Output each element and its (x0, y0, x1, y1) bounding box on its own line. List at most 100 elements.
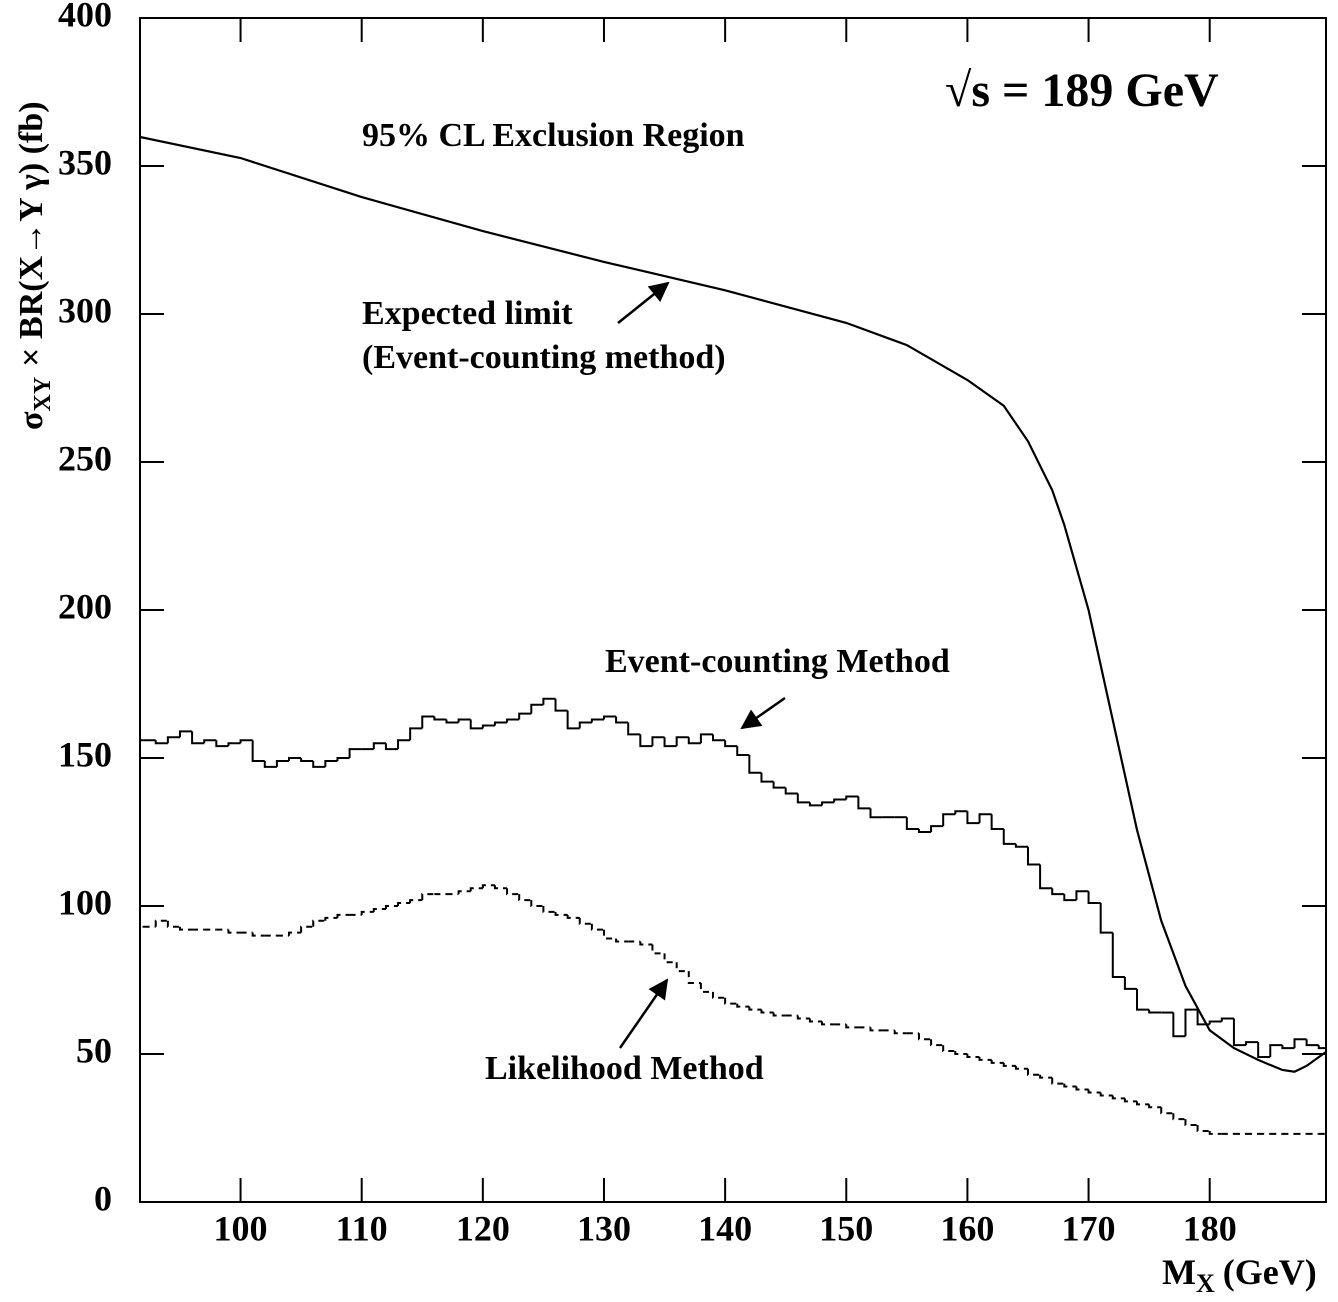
histogram-step (615, 938, 629, 943)
histogram-step (421, 893, 435, 901)
histogram-step (1014, 1065, 1028, 1070)
arrow (618, 978, 669, 1049)
histogram-step (784, 787, 798, 795)
histogram-step (1063, 894, 1077, 902)
histogram-step (178, 730, 193, 738)
histogram-step (191, 731, 205, 745)
title: 95% CL Exclusion Region (362, 117, 745, 154)
histogram-step (566, 710, 580, 730)
histogram-step (699, 733, 714, 744)
histogram-step (1220, 1017, 1234, 1022)
histogram-step (384, 743, 399, 751)
histogram-step (966, 811, 980, 825)
histogram-step (1123, 977, 1138, 990)
histogram-step (724, 740, 738, 748)
histogram-step (1099, 903, 1113, 934)
histogram-step (154, 740, 168, 745)
y-tick-label: 150 (58, 734, 112, 774)
histogram-step (566, 914, 580, 919)
histogram-step (1232, 1018, 1247, 1047)
histogram-step (954, 810, 968, 815)
histogram-step (1148, 1104, 1162, 1109)
histogram-step (942, 1045, 956, 1053)
histogram-step (857, 796, 871, 810)
histogram-step (166, 736, 180, 744)
histogram-step (954, 1051, 968, 1055)
histogram-step (397, 902, 411, 906)
histogram-step (433, 716, 447, 721)
histogram-step (288, 757, 302, 761)
histogram-step (602, 929, 617, 940)
x-axis-label: MX (GeV) (1162, 1252, 1317, 1298)
histogram-step (251, 932, 265, 937)
histogram-step (772, 781, 786, 789)
histogram-step (1136, 988, 1150, 1011)
histogram-step (699, 982, 714, 993)
histogram-step (712, 991, 726, 999)
histogram-step (736, 746, 750, 757)
histogram-step (821, 801, 835, 806)
histogram-step (239, 739, 253, 744)
histogram-step (1111, 1095, 1125, 1100)
histogram-step (1257, 1042, 1271, 1058)
histogram-step (1281, 1045, 1295, 1050)
histogram-step (154, 919, 168, 927)
histogram-step (1196, 1125, 1210, 1132)
histogram-step (845, 1024, 859, 1029)
histogram-step (372, 742, 386, 750)
histogram-step (1184, 1119, 1198, 1127)
histogram-step (372, 907, 386, 912)
histogram-step (288, 931, 302, 936)
histogram-step (639, 941, 653, 946)
histogram-step (1075, 1086, 1089, 1091)
histogram-step (930, 1039, 944, 1047)
histogram-step (203, 739, 217, 744)
annotation: Likelihood Method (485, 1050, 764, 1087)
histogram-step (300, 758, 314, 762)
histogram-step (397, 739, 411, 750)
histogram-step (312, 760, 326, 768)
histogram-step (675, 736, 689, 747)
histogram-step (833, 798, 847, 803)
histogram-step (178, 926, 193, 931)
histogram-step (1317, 1045, 1326, 1050)
histogram-step (542, 906, 556, 913)
histogram-step (542, 697, 556, 705)
histogram-step (1002, 1062, 1016, 1067)
annotation: (Event-counting method) (362, 339, 726, 376)
y-tick-label: 100 (58, 882, 112, 922)
histogram-step (1051, 888, 1065, 896)
histogram-step (748, 755, 762, 774)
x-tick-label: 170 (1062, 1208, 1116, 1248)
histogram-step (869, 808, 883, 819)
histogram-step (554, 911, 568, 916)
histogram-step (324, 916, 338, 921)
histogram-step (821, 1021, 835, 1026)
histogram-step (409, 899, 423, 904)
x-tick-label: 100 (214, 1208, 268, 1248)
histogram-step (1245, 1041, 1259, 1046)
histogram-step (663, 953, 677, 964)
histogram-step (905, 817, 919, 831)
histogram-step (1160, 1107, 1174, 1115)
histogram-step (348, 748, 362, 758)
histogram-step (1075, 890, 1089, 901)
histogram-step (1087, 1089, 1101, 1094)
histogram-step (1111, 932, 1125, 979)
histogram-step (493, 721, 508, 726)
histogram-step (215, 740, 229, 748)
histogram-step (227, 929, 241, 934)
histogram-step (1172, 1012, 1186, 1038)
histogram-step (166, 920, 180, 928)
histogram-step (518, 712, 532, 720)
histogram-step (1172, 1113, 1186, 1121)
histogram-step (917, 1033, 932, 1041)
histogram-step (808, 1018, 823, 1023)
histogram-step (942, 813, 956, 827)
histogram-step (578, 917, 592, 925)
annotation: Event-counting Method (605, 643, 950, 680)
histogram-step (336, 913, 350, 918)
histogram-step (457, 718, 471, 723)
histogram-step (1063, 1083, 1077, 1088)
y-axis-label: σXY× BR(X→Y γ) (fb) (13, 101, 56, 430)
